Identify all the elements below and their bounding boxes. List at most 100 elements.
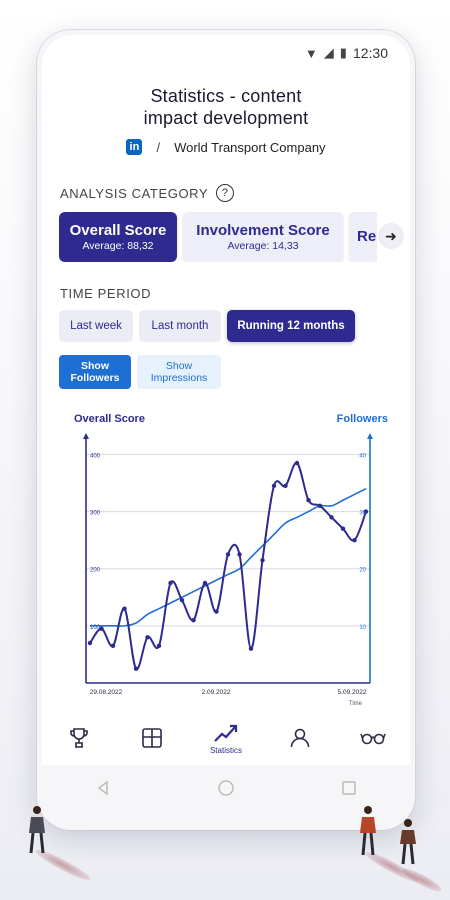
overall-score-point <box>271 483 277 489</box>
person-figure-icon <box>360 806 376 856</box>
linkedin-icon[interactable]: in <box>126 139 143 155</box>
chart-canvas: 400 40 300 30 200 20 100 10 29.08.2022 2.09.2022 5… <box>83 433 373 707</box>
person-figure-icon <box>29 806 45 854</box>
overall-score-point <box>191 617 196 623</box>
nav-statistics[interactable]: Statistics <box>196 722 256 755</box>
back-icon[interactable] <box>95 780 111 796</box>
arrow-right-icon[interactable]: ➜ <box>378 223 404 249</box>
overall-score-point <box>99 626 104 631</box>
overall-score-point <box>306 497 311 503</box>
category-average: Average: 14,33 <box>227 240 299 252</box>
overall-score-point <box>237 552 242 557</box>
system-navigation-bar <box>42 765 410 810</box>
status-time: 12:30 <box>352 45 388 61</box>
glasses-icon <box>360 733 386 745</box>
overall-score-point <box>294 460 300 466</box>
left-tick-label: 100 <box>90 625 101 631</box>
grid-icon <box>142 728 163 748</box>
overall-score-point <box>317 503 323 509</box>
show-followers-toggle[interactable]: Show Followers <box>59 355 131 389</box>
time-period-label: TIME PERIOD <box>60 286 152 301</box>
right-axis-arrow <box>367 433 373 439</box>
overall-score-point <box>145 635 150 640</box>
x-tick-label: 29.08.2022 <box>90 689 123 696</box>
overall-score-point <box>110 643 116 649</box>
overall-score-point <box>340 526 346 531</box>
overall-score-point <box>122 606 127 611</box>
category-average: Average: 88,32 <box>82 240 154 252</box>
overall-score-series-line <box>89 461 367 670</box>
category-overall-score[interactable]: Overall Score Average: 88,32 <box>59 212 177 262</box>
trend-up-icon <box>214 724 238 742</box>
page-title: Statistics - content impact development <box>42 85 410 129</box>
right-tick-label: 30 <box>359 511 366 517</box>
nav-achievements[interactable] <box>49 726 109 750</box>
company-name[interactable]: World Transport Company <box>174 139 326 155</box>
overall-score-point <box>248 646 254 651</box>
recents-icon[interactable] <box>341 780 357 796</box>
right-axis-title: Followers <box>336 413 388 425</box>
overall-score-point <box>133 666 139 671</box>
nav-dashboard[interactable] <box>122 726 182 750</box>
category-carousel: Overall Score Average: 88,32 Involvement… <box>59 212 377 262</box>
nav-profile[interactable] <box>270 726 330 750</box>
bottom-navigation: Statistics <box>42 711 410 765</box>
right-tick-label: 40 <box>359 453 366 459</box>
show-impressions-toggle[interactable]: Show Impressions <box>137 355 221 389</box>
overall-score-point <box>225 552 231 557</box>
x-tick-label: 2.09.2022 <box>202 689 231 696</box>
period-last-week[interactable]: Last week <box>59 310 133 342</box>
trophy-icon <box>69 728 88 748</box>
toggle-line: Show <box>165 360 193 372</box>
overall-score-point <box>156 643 162 649</box>
app-screen: ▼ ◢ ▮ 12:30 Statistics - content impact … <box>42 35 410 765</box>
overall-score-point <box>329 515 334 520</box>
person-figure-icon <box>400 819 416 865</box>
wifi-icon: ▼ <box>304 45 318 61</box>
person-icon <box>290 728 309 748</box>
battery-icon: ▮ <box>339 45 347 60</box>
help-icon[interactable]: ? <box>216 184 235 202</box>
toggle-line: Show <box>80 360 109 372</box>
figure-shadow <box>400 865 444 895</box>
phone-frame: ▼ ◢ ▮ 12:30 Statistics - content impact … <box>37 30 415 830</box>
x-tick-label: 5.09.2022 <box>338 689 367 696</box>
signal-icon: ◢ <box>323 45 334 60</box>
breadcrumb: in / World Transport Company <box>42 139 410 155</box>
overall-score-point <box>214 609 219 614</box>
period-running-12-months[interactable]: Running 12 months <box>227 310 355 342</box>
nav-insights[interactable] <box>343 728 403 748</box>
right-tick-label: 10 <box>359 625 366 631</box>
category-title: Overall Score <box>69 222 167 239</box>
category-involvement-score[interactable]: Involvement Score Average: 14,33 <box>183 212 343 262</box>
left-axis-arrow <box>83 433 89 439</box>
overall-score-point <box>352 537 357 543</box>
toggle-line: Impressions <box>150 372 208 384</box>
page-title-line2: impact development <box>143 108 309 128</box>
category-title: Re <box>357 228 377 245</box>
left-tick-label: 200 <box>90 568 101 574</box>
category-title: Involvement Score <box>196 222 330 239</box>
left-tick-label: 300 <box>90 511 101 517</box>
right-tick-label: 20 <box>359 568 366 574</box>
analysis-category-label: ANALYSIS CATEGORY <box>60 185 209 201</box>
x-axis-footnote: Time <box>349 701 363 707</box>
toggle-line: Followers <box>70 372 120 384</box>
left-axis-title: Overall Score <box>74 413 145 425</box>
nav-statistics-label: Statistics <box>209 745 242 755</box>
left-tick-label: 400 <box>90 453 101 459</box>
overall-score-point <box>363 509 369 514</box>
overall-score-point <box>179 597 185 603</box>
overall-score-point <box>87 640 93 646</box>
category-partial[interactable]: Re <box>349 212 377 262</box>
page-title-line1: Statistics - content <box>150 86 302 106</box>
overall-score-point <box>202 580 208 586</box>
home-icon[interactable] <box>217 779 235 797</box>
breadcrumb-separator: / <box>156 139 161 155</box>
period-last-month[interactable]: Last month <box>139 310 221 342</box>
overall-score-point <box>260 557 265 563</box>
overall-score-point <box>283 483 288 489</box>
analysis-category-header: ANALYSIS CATEGORY ? <box>60 184 235 202</box>
statistics-chart: Overall Score Followers 400 40 300 30 200 20 1… <box>66 413 390 708</box>
overall-score-point <box>168 580 173 586</box>
